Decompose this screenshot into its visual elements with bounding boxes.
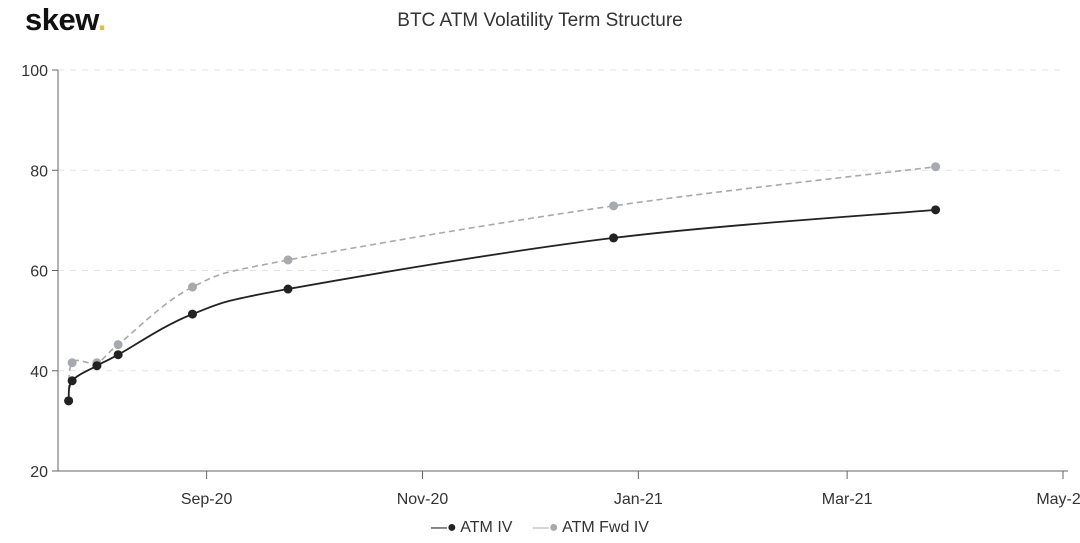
data-point bbox=[67, 358, 77, 368]
data-point bbox=[67, 376, 77, 386]
data-point bbox=[113, 350, 123, 360]
legend-item-atm-fwd-iv[interactable]: —● ATM Fwd IV bbox=[532, 519, 649, 536]
data-point bbox=[931, 205, 941, 215]
logo-text: skew bbox=[25, 2, 98, 37]
logo-dot: . bbox=[97, 2, 107, 37]
x-tick-label: Jan-21 bbox=[614, 491, 663, 508]
data-point bbox=[283, 255, 293, 265]
data-point bbox=[609, 201, 619, 211]
skew-logo: skew. bbox=[25, 2, 106, 38]
legend-item-atm-iv[interactable]: —● ATM IV bbox=[431, 519, 513, 536]
series-line-atm-fwd-iv bbox=[67, 165, 936, 401]
x-tick-label: May-21 bbox=[1036, 491, 1080, 508]
data-point bbox=[283, 284, 293, 294]
legend-label: ATM IV bbox=[460, 519, 513, 536]
y-tick-label: 40 bbox=[30, 364, 48, 381]
chart-title: BTC ATM Volatility Term Structure bbox=[397, 10, 683, 31]
data-point bbox=[92, 361, 102, 371]
legend: —● ATM IV —● ATM Fwd IV bbox=[0, 519, 1080, 537]
data-point bbox=[609, 233, 619, 243]
data-point bbox=[64, 396, 74, 406]
y-tick-label: 60 bbox=[30, 264, 48, 281]
x-tick-label: Mar-21 bbox=[822, 491, 873, 508]
data-point bbox=[931, 162, 941, 172]
data-point bbox=[187, 309, 197, 319]
x-tick-label: Sep-20 bbox=[181, 491, 233, 508]
data-point bbox=[113, 340, 123, 350]
x-tick-label: Nov-20 bbox=[397, 491, 449, 508]
y-tick-label: 80 bbox=[30, 163, 48, 180]
series-line-atm-iv bbox=[67, 208, 936, 401]
y-tick-label: 20 bbox=[30, 464, 48, 481]
y-tick-label: 100 bbox=[21, 63, 48, 80]
data-point bbox=[187, 282, 197, 292]
legend-label: ATM Fwd IV bbox=[562, 519, 649, 536]
